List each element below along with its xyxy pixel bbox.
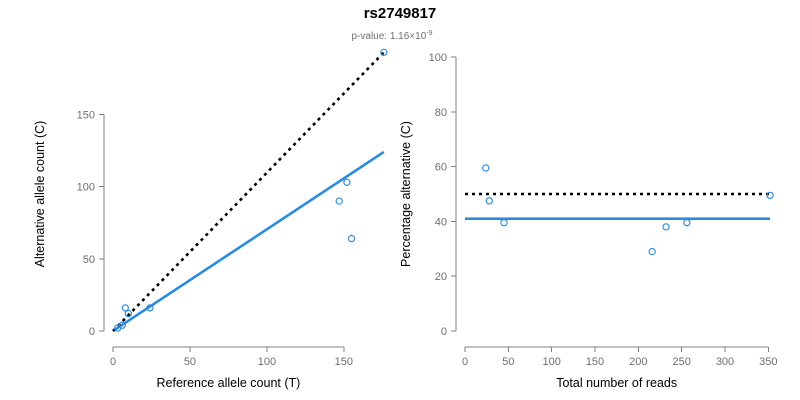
y-axis-tick-label: 100 [77,182,95,194]
x-axis-tick-label: 300 [716,356,734,368]
x-axis-tick-label: 0 [462,356,468,368]
data-point [146,304,154,312]
panel-scatter-allele-counts: 0 50 100 150 0 50 100 150 Reference allele count… [33,48,388,390]
y-axis-title: Percentage alternative (C) [399,121,413,267]
x-axis-tick-label: 200 [629,356,647,368]
x-axis-tick-label: 350 [759,356,777,368]
data-point [500,219,508,227]
x-axis-tick-label: 150 [335,356,353,368]
y-axis-tick-label: 100 [429,52,447,64]
data-point [482,164,490,172]
panel-scatter-percentage: 0 20 40 60 80 100 0 50 100 150 200 250 300 350 Total n… [399,52,778,390]
regression-fit-line [112,150,385,333]
data-point [662,223,670,231]
data-point [124,309,133,318]
data-point [121,304,129,312]
data-point [683,219,691,227]
y-axis-tick-label: 20 [435,271,447,283]
data-point [118,321,126,329]
pvalue-base: p-value: 1.16×10 [351,31,426,42]
data-point [380,48,388,57]
y-axis-title: Alternative allele count (C) [33,121,47,268]
data-point [335,197,343,205]
x-axis-tick-label: 150 [586,356,604,368]
data-point [485,197,493,205]
pvalue-exponent: -9 [426,30,432,37]
y-axis-tick-label: 150 [77,109,95,121]
figure-subtitle-pvalue: p-value: 1.16×10-9 [351,30,432,42]
x-axis-title: Reference allele count (T) [157,376,301,390]
y-axis-tick-label: 80 [435,107,447,119]
x-axis-tick-label: 100 [542,356,560,368]
y-axis-tick-label: 50 [83,254,95,266]
x-axis-tick-label: 50 [502,356,514,368]
y-axis-tick-label: 0 [441,326,447,338]
equal-expression-reference-line [112,51,385,332]
figure-title: rs2749817 [364,5,437,22]
data-point [347,234,356,243]
y-axis-tick-label: 40 [435,216,447,228]
x-axis-tick-label: 0 [110,356,116,368]
x-axis-tick-label: 250 [672,356,690,368]
data-point [648,247,656,256]
x-axis-tick-label: 100 [258,356,276,368]
x-axis-title: Total number of reads [556,376,677,390]
y-axis-tick-label: 0 [89,326,95,338]
data-point [766,191,774,200]
y-axis-tick-label: 60 [435,162,447,174]
data-point [343,178,351,186]
x-axis-tick-label: 50 [184,356,196,368]
